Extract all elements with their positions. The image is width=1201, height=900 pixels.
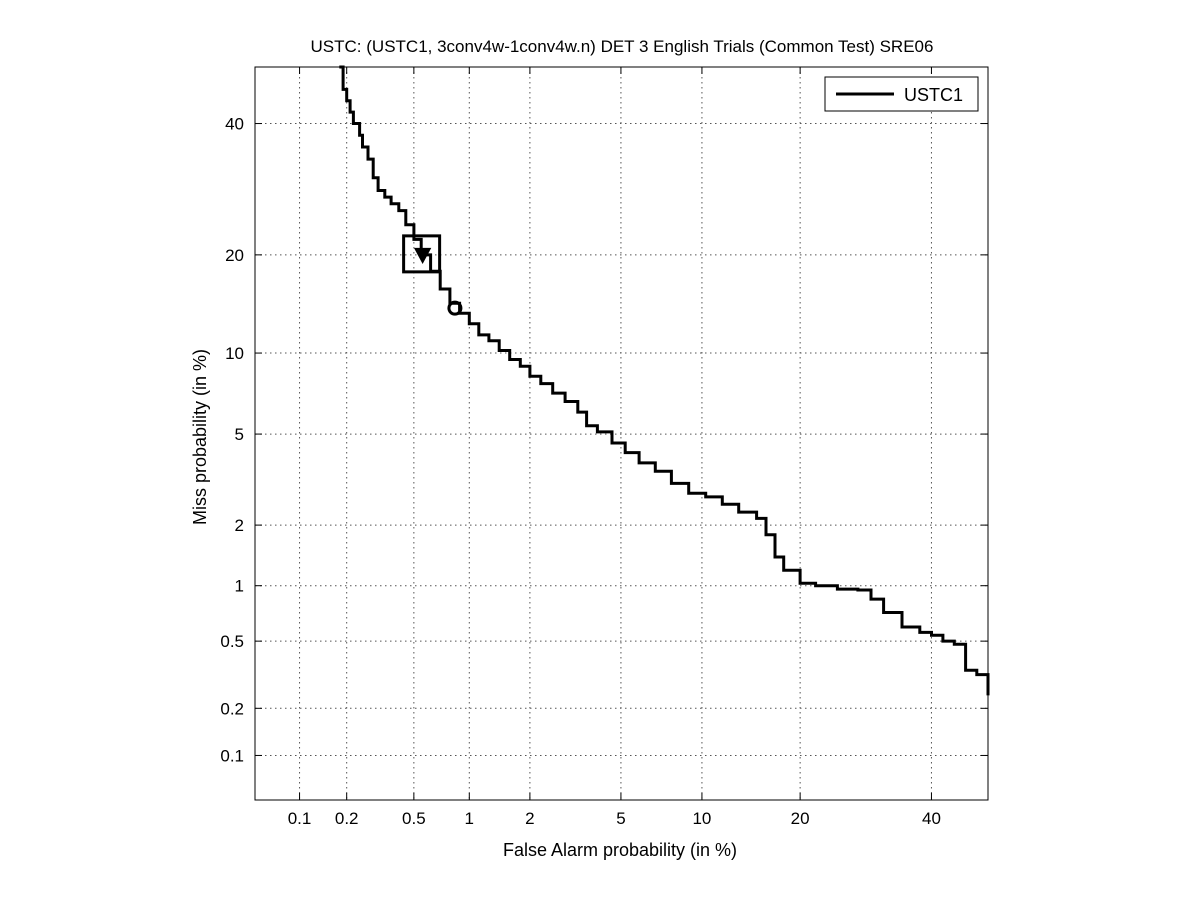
y-tick-label: 10 bbox=[225, 344, 244, 363]
legend: USTC1 bbox=[824, 76, 979, 112]
y-tick-label: 0.2 bbox=[220, 699, 244, 718]
legend-entry-ustc1: USTC1 bbox=[904, 85, 963, 105]
y-tick-label: 1 bbox=[235, 577, 244, 596]
y-tick-label: 40 bbox=[225, 115, 244, 134]
y-tick-label: 20 bbox=[225, 246, 244, 265]
y-tick-label: 0.1 bbox=[220, 746, 244, 765]
x-tick-label: 0.1 bbox=[288, 809, 312, 828]
x-tick-label: 1 bbox=[465, 809, 474, 828]
actual-dcf-triangle-marker bbox=[413, 247, 432, 264]
x-tick-label: 5 bbox=[616, 809, 625, 828]
y-axis-ticks: 0.1 0.2 0.5 1 2 5 10 20 40 bbox=[220, 115, 988, 765]
plot-area-frame bbox=[254, 66, 989, 801]
y-tick-label: 2 bbox=[235, 516, 244, 535]
grid-overlay bbox=[255, 67, 988, 800]
x-tick-label: 0.2 bbox=[335, 809, 359, 828]
x-tick-label: 10 bbox=[692, 809, 711, 828]
y-tick-label: 5 bbox=[235, 425, 244, 444]
x-tick-label: 40 bbox=[922, 809, 941, 828]
eer-circle-marker bbox=[447, 300, 463, 316]
chart-title: USTC: (USTC1, 3conv4w-1conv4w.n) DET 3 E… bbox=[311, 37, 934, 56]
x-tick-label: 0.5 bbox=[402, 809, 426, 828]
series-line-ustc1 bbox=[339, 65, 990, 696]
x-axis-ticks: 0.1 0.2 0.5 1 2 5 10 20 40 bbox=[288, 67, 941, 828]
x-tick-label: 20 bbox=[791, 809, 810, 828]
operating-point-markers bbox=[402, 234, 463, 316]
y-axis-label: Miss probability (in %) bbox=[190, 349, 210, 525]
x-tick-label: 2 bbox=[525, 809, 534, 828]
x-axis-label: False Alarm probability (in %) bbox=[503, 840, 737, 860]
y-tick-label: 0.5 bbox=[220, 632, 244, 651]
min-dcf-box-marker bbox=[402, 234, 442, 274]
